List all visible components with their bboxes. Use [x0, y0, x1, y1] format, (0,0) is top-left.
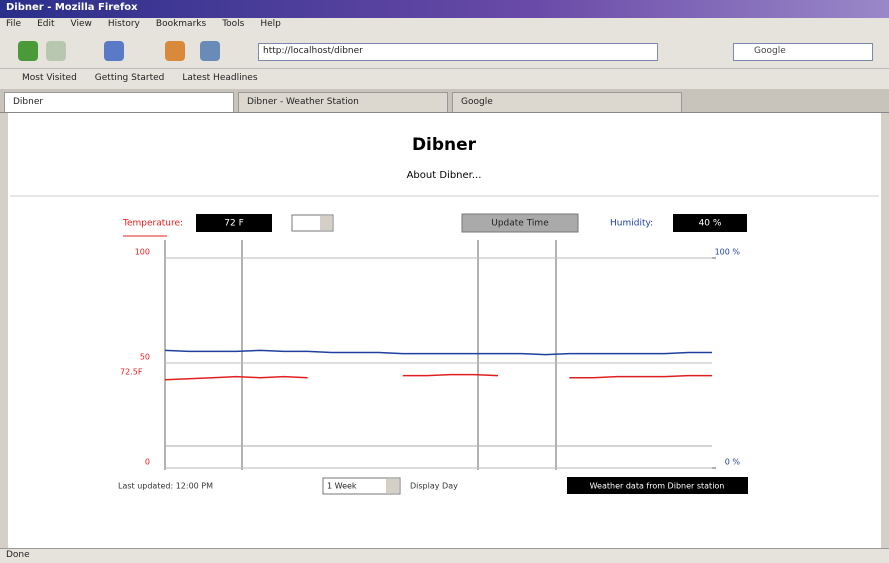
- bookmark[interactable]: Most Visited: [22, 73, 77, 83]
- range-select-value[interactable]: 1 Week: [327, 482, 357, 491]
- humidity-value: 40 %: [699, 219, 722, 229]
- page-title: Dibner: [412, 135, 477, 155]
- last-updated: Last updated: 12:00 PM: [118, 482, 213, 491]
- bookmark[interactable]: Getting Started: [94, 73, 165, 83]
- select-arrow[interactable]: [320, 216, 332, 230]
- tab-bar: Dibner Dibner - Weather Station Google: [0, 89, 889, 113]
- page-subtitle: About Dibner...: [407, 170, 482, 181]
- data-line: [164, 349, 712, 356]
- menu-item[interactable]: History: [107, 19, 140, 29]
- update-button-label[interactable]: Update Time: [491, 219, 549, 229]
- search-box[interactable]: Google: [733, 43, 873, 61]
- tab[interactable]: Dibner: [4, 92, 234, 112]
- back-button[interactable]: [18, 41, 38, 61]
- reload-button[interactable]: [104, 41, 124, 61]
- y-tick-label: 50: [140, 353, 150, 362]
- forward-button[interactable]: [46, 41, 66, 61]
- temperature-box: [196, 214, 272, 232]
- status-bar: Done: [0, 548, 889, 563]
- nav-toolbar: http://localhost/dibner Google: [0, 33, 889, 69]
- y-tick-label: 100: [135, 248, 150, 257]
- temperature-label: Temperature:: [122, 219, 183, 229]
- menu-item[interactable]: Bookmarks: [155, 19, 207, 29]
- footer-bar-text: Weather data from Dibner station: [590, 482, 725, 491]
- menu-item[interactable]: Edit: [37, 19, 55, 29]
- tab[interactable]: Google: [452, 92, 682, 112]
- toolbar-icon[interactable]: [200, 41, 220, 61]
- tab[interactable]: Dibner - Weather Station: [238, 92, 448, 112]
- page-content: [8, 113, 881, 548]
- menu-item[interactable]: Tools: [222, 19, 245, 29]
- menu-item[interactable]: Help: [260, 19, 281, 29]
- y2-tick-label: 0 %: [725, 458, 741, 467]
- select-arrow[interactable]: [386, 479, 399, 493]
- temperature-value: 72 F: [224, 219, 244, 229]
- menu-item[interactable]: View: [70, 19, 92, 29]
- title-bar: Dibner - Mozilla Firefox: [0, 0, 889, 18]
- humidity-label: Humidity:: [610, 219, 653, 229]
- bookmark[interactable]: Latest Headlines: [182, 73, 258, 83]
- display-label: Display Day: [410, 482, 458, 491]
- y-tick-label: 0: [145, 458, 150, 467]
- data-line: [164, 373, 712, 381]
- menu-item[interactable]: File: [6, 19, 22, 29]
- range-select[interactable]: [322, 477, 401, 495]
- y2-tick-label: 100 %: [715, 248, 741, 257]
- address-bar[interactable]: http://localhost/dibner: [258, 43, 658, 61]
- home-button[interactable]: [165, 41, 185, 61]
- menu-bar: File Edit View History Bookmarks Tools Help: [0, 18, 889, 33]
- update-button[interactable]: [461, 213, 579, 233]
- bookmarks-bar: Most Visited Getting Started Latest Headli…: [0, 69, 889, 89]
- current-temp-marker: 72.5F: [120, 368, 143, 377]
- page-layer: Dibner About Dibner... Temperature: 72 F…: [10, 135, 879, 495]
- footer-bar: [567, 477, 748, 494]
- humidity-box: [673, 214, 747, 232]
